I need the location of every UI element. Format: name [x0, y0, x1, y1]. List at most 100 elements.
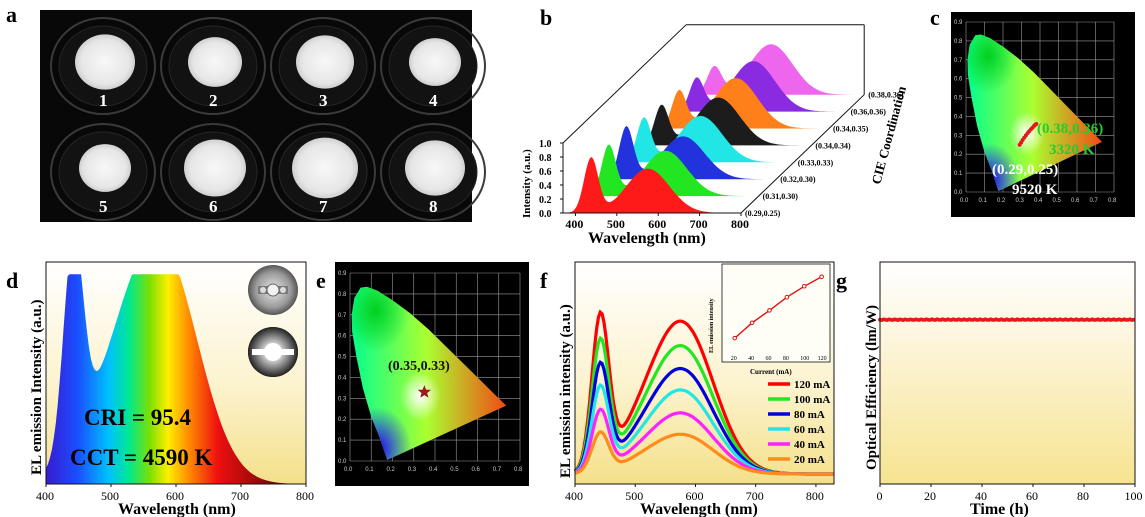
inset-x-tick-label: 40	[748, 356, 754, 362]
lamp-photo-off	[248, 265, 298, 315]
sample-holder-ring	[380, 123, 486, 221]
legend-label: 80 mA	[794, 409, 825, 421]
x-tick-label: 600	[685, 489, 703, 503]
panel-f-frame	[574, 261, 835, 485]
efficiency-data-point	[1131, 317, 1136, 322]
cie-coordinate-point	[1034, 122, 1039, 126]
x-tick-label: 0.4	[429, 467, 438, 473]
phosphor-sample-blob	[188, 37, 242, 87]
inset-point	[732, 335, 737, 341]
sample-number-label: 4	[429, 91, 438, 110]
legend-label: 120 mA	[794, 379, 830, 391]
panel-g-x-axis-title: Time (h)	[970, 501, 1029, 517]
inset-point	[819, 274, 824, 280]
panel-d-x-axis-title: Wavelength (nm)	[118, 501, 236, 517]
y-tick-label: 0.0	[338, 459, 347, 465]
x-tick-label: 0.1	[979, 198, 988, 204]
depth-tick-label: (0.34,0.35)	[833, 125, 869, 134]
sample-number-label: 2	[209, 91, 218, 110]
inset-x-tick-label: 120	[818, 356, 827, 362]
inset-line	[734, 276, 823, 339]
cie-white-layer	[399, 371, 441, 421]
y-tick-label: 1.0	[539, 139, 552, 150]
panel-g-y-axis-title: Optical Efficiency (lm/W)	[864, 305, 880, 470]
x-tick-label: 400	[565, 217, 583, 231]
panel-e-point-label: (0.35,0.33)	[388, 359, 450, 374]
y-tick-label: 0.1	[338, 438, 347, 444]
y-tick-label: 0.8	[338, 292, 347, 298]
panel-f-x-ticks: 400 500 600 700 800	[565, 484, 824, 503]
y-tick-label: 0.5	[954, 96, 963, 102]
sample-holder-ring	[160, 17, 266, 115]
spectrum-curve-3	[617, 115, 794, 163]
y-tick-label: 0.4	[954, 114, 963, 120]
panel-g-optical-efficiency: 0 20 40 60 80 100 Time (h) Optical Efficiency…	[864, 261, 1143, 517]
x-tick-label: 0.6	[472, 467, 481, 473]
y-tick-label: 0.2	[539, 195, 552, 206]
x-tick-label: 800	[806, 489, 824, 503]
y-tick-label: 0.1	[954, 171, 963, 177]
x-tick-label: 100	[1125, 489, 1143, 503]
panel-f-spectra	[573, 309, 834, 476]
y-tick-label: 0.9	[338, 271, 347, 277]
panel-c-annotation-warm-coord: (0.29,0.25)	[992, 162, 1058, 178]
x-tick-label: 0.4	[1034, 198, 1043, 204]
y-tick-label: 0.8	[539, 153, 552, 164]
spectrum-curve-1	[582, 144, 759, 197]
spectrum-line-20-mA	[574, 430, 834, 476]
depth-tick-label: (0.29,0.25)	[745, 209, 781, 218]
sample-number-label: 3	[319, 91, 328, 110]
sample-holder-ring	[270, 17, 376, 115]
inset-x-tick-label: 80	[783, 356, 789, 362]
y-tick-label: 0.0	[954, 190, 963, 196]
legend-label: 60 mA	[794, 424, 825, 436]
sample-holder-ring	[50, 17, 156, 115]
spectrum-curve-0	[565, 157, 741, 213]
x-tick-label: 0.2	[387, 467, 396, 473]
sample-number-label: 8	[429, 197, 438, 216]
depth-tick-label: (0.34,0.34)	[815, 141, 851, 150]
x-tick-label: 700	[746, 489, 764, 503]
panel-g-efficiency-points	[878, 317, 1136, 322]
x-tick-label: 0.0	[344, 467, 353, 473]
panel-c-annotation-cool-cct: 3320 K	[1049, 142, 1095, 158]
panel-f-legend: 120 mA 100 mA 80 mA 60 mA 40 mA 20 mA	[768, 379, 830, 466]
inset-point	[784, 294, 790, 300]
panel-b-x-axis-title: Wavelength (nm)	[588, 230, 706, 247]
x-tick-label: 700	[690, 217, 708, 231]
y-tick-label: 0.2	[954, 152, 963, 158]
phosphor-sample-blob	[409, 38, 461, 86]
panel-label-c: c	[930, 5, 940, 30]
sample-number-label: 6	[209, 197, 218, 216]
y-tick-label: 0.5	[338, 355, 347, 361]
y-tick-label: 0.6	[954, 77, 963, 83]
panel-d-el-spectrum: 400 500 600 700 800 Wavelength (nm) EL emiss…	[29, 261, 314, 517]
inset-point	[767, 308, 772, 313]
legend-label: 40 mA	[794, 439, 825, 451]
panel-b-y-axis-title: Intensity (a.u.)	[521, 149, 533, 218]
panel-e-ticks: 0.0 0.1 0.2 0.3 0.4 0.5 0.6 0.7 0.8 0.0 0.1 0.2 0.3 0…	[338, 271, 523, 473]
phosphor-sample-blob	[75, 34, 135, 90]
panel-d-y-axis-title: EL emission Intensity (a.u.)	[29, 300, 45, 475]
panel-b-axes: 400 500 600 700 800 0.0 0.2 0.4 0.6 0.8 1.0 (0.29,0…	[539, 91, 904, 231]
y-tick-label: 0.3	[338, 396, 347, 402]
depth-tick-label: (0.33,0.33)	[798, 158, 834, 167]
inset-point	[749, 320, 755, 326]
spectrum-curve-2	[600, 126, 777, 180]
x-tick-label: 800	[296, 489, 314, 503]
panel-b-box-frame	[562, 24, 865, 214]
phosphor-sample-blob	[79, 144, 131, 192]
panel-b-3d-spectra: 400 500 600 700 800 0.0 0.2 0.4 0.6 0.8 1.0 (0.29,0…	[521, 24, 909, 247]
inset-x-tick-label: 20	[731, 356, 737, 362]
x-tick-label: 0.8	[1108, 198, 1117, 204]
spectrum-curve-4	[635, 97, 812, 146]
panel-e-cie-diagram: 0.0 0.1 0.2 0.3 0.4 0.5 0.6 0.7 0.8 0.0 0.1 0.2 0.3 0…	[335, 262, 529, 486]
x-tick-label: 0.6	[1071, 198, 1080, 204]
panel-c-cie-diagram: 0.0 0.1 0.2 0.3 0.4 0.5 0.6 0.7 0.8 0.0 0.1 0.2 0.3 0…	[951, 12, 1135, 217]
box-edge	[740, 94, 865, 214]
x-tick-label: 0.8	[514, 467, 523, 473]
x-tick-label: 500	[607, 217, 625, 231]
panel-g-plot-background	[880, 262, 1135, 484]
sample-number-label: 7	[319, 197, 328, 216]
